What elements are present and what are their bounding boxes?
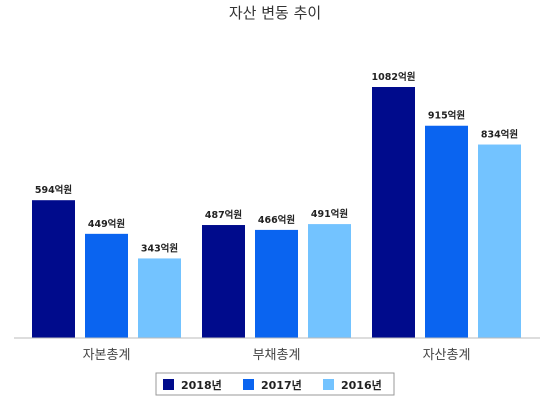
value-label: 343억원 xyxy=(141,242,178,254)
value-label: 449억원 xyxy=(88,218,125,230)
x-tick-label: 자본총계 xyxy=(83,348,131,363)
bar-1-3 xyxy=(138,258,181,338)
chart-title: 자산 변동 추이 xyxy=(229,4,321,22)
legend-label: 2016년 xyxy=(341,378,382,392)
legend-label: 2018년 xyxy=(181,378,222,392)
value-label: 915억원 xyxy=(428,110,465,122)
legend: 2018년 2017년 2016년 xyxy=(163,378,382,392)
value-label: 487억원 xyxy=(205,209,242,221)
legend-swatch xyxy=(243,379,254,390)
x-tick-label: 부채총계 xyxy=(253,348,301,363)
value-label: 491억원 xyxy=(311,208,348,220)
category-labels: 자본총계 부채총계 자산총계 xyxy=(83,348,471,363)
value-label: 1082억원 xyxy=(372,71,416,83)
bar-2-1 xyxy=(202,225,245,338)
x-tick-label: 자산총계 xyxy=(423,348,471,363)
value-label: 594억원 xyxy=(35,184,72,196)
value-label: 466억원 xyxy=(258,214,295,226)
legend-swatch xyxy=(323,379,334,390)
bar-3-1 xyxy=(372,87,415,338)
bar-2-2 xyxy=(255,229,298,338)
bar-1-1 xyxy=(32,200,75,338)
bar-3-3 xyxy=(478,144,521,338)
legend-swatch xyxy=(163,379,174,390)
bar-1-2 xyxy=(85,233,128,338)
bars-group: 594억원 449억원 343억원 487억원 466억원 491억원 1082억원 915억… xyxy=(32,71,521,338)
value-label: 834억원 xyxy=(481,129,518,141)
legend-label: 2017년 xyxy=(261,378,302,392)
bar-3-2 xyxy=(425,125,468,338)
legend-box xyxy=(155,372,395,396)
bar-2-3 xyxy=(308,224,351,338)
